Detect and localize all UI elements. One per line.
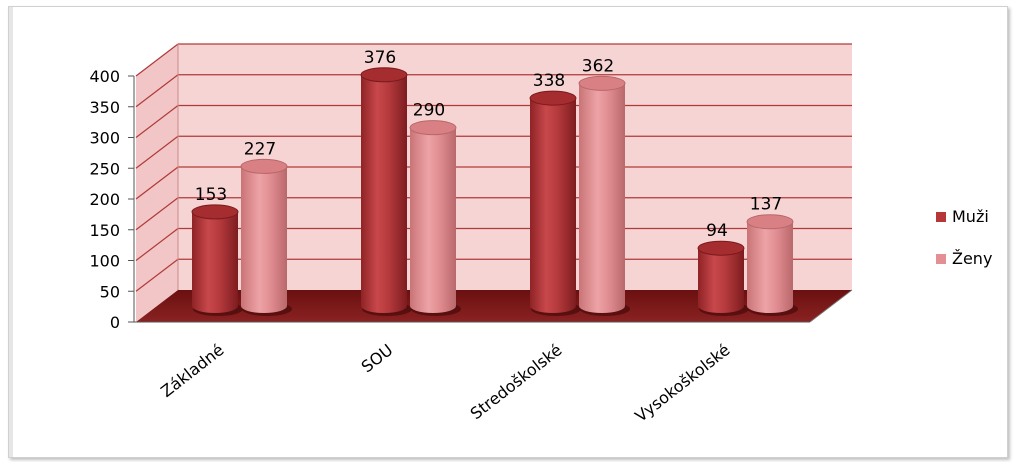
y-tick-label: 300 [89,129,120,148]
data-label: 338 [533,71,565,91]
chart-floor [136,290,852,322]
bar-body [747,221,793,306]
bar-base [698,299,744,313]
data-label: 376 [364,48,396,68]
y-tick-label: 400 [89,67,120,86]
y-tick-label: 0 [110,313,120,332]
bar-body [361,74,407,306]
bar [191,204,243,316]
bar-top [191,204,239,220]
category-label: Základné [157,340,227,401]
legend-swatch [936,254,946,264]
bar-base [530,299,576,313]
bar-base [192,299,238,313]
bar-body [241,166,287,306]
data-label: 362 [582,56,614,76]
gridline-side [135,197,179,231]
bar-top [360,67,408,83]
legend-label: Ženy [952,249,992,268]
gridline-side [135,135,179,169]
category-labels: Základné SOU Stredoškolské Vysokoškolské [157,340,733,426]
y-tick-label: 200 [89,190,120,209]
bar-top [578,75,626,91]
bar [746,214,798,316]
bar [360,67,412,316]
frame-edge [9,7,13,457]
gridline-side [135,166,179,200]
bar-body [192,211,238,306]
gridline-side [135,43,179,77]
y-tick-label: 50 [100,282,120,301]
bar-top [240,158,288,174]
legend-swatch [936,212,946,222]
bar-base [747,299,793,313]
bar-top [529,90,577,106]
data-labels: 153 227 376 290 338 362 94 137 [195,48,782,241]
legend-label: Muži [952,207,989,226]
legend: Muži Ženy [936,207,992,268]
bar-base [241,299,287,313]
gridline-side [135,228,179,261]
bar [697,240,749,316]
y-tick-label: 150 [89,221,120,240]
bar [578,75,630,316]
bar-base [410,299,456,313]
data-label: 227 [244,139,276,159]
floor-right-edge [809,289,853,323]
bars [191,67,798,316]
bar [240,158,292,316]
gridline-side [135,105,179,138]
data-label: 94 [706,221,728,241]
category-label: Stredoškolské [467,340,566,423]
data-label: 290 [413,101,445,121]
gridline-side [135,258,179,292]
category-label: Vysokoškolské [631,340,733,426]
y-tick-label: 100 [89,252,120,271]
y-tick-label: 250 [89,159,120,178]
bar-body [698,248,744,306]
gridline-side [135,74,179,108]
gridlines [135,43,852,292]
data-label: 153 [195,185,227,205]
category-label: SOU [358,340,397,376]
bar-body [579,83,625,307]
bar-top [746,214,794,230]
bar-base [579,299,625,313]
data-label: 137 [750,195,782,215]
bar-top [697,240,745,256]
y-tick-labels: 0 50 100 150 200 250 300 350 400 [89,67,134,332]
y-tick-label: 350 [89,98,120,117]
bar-top [409,120,457,136]
bar-body [530,98,576,306]
bar-base [361,299,407,313]
bar-body [410,127,456,307]
bar [409,120,461,316]
bar [529,90,581,316]
